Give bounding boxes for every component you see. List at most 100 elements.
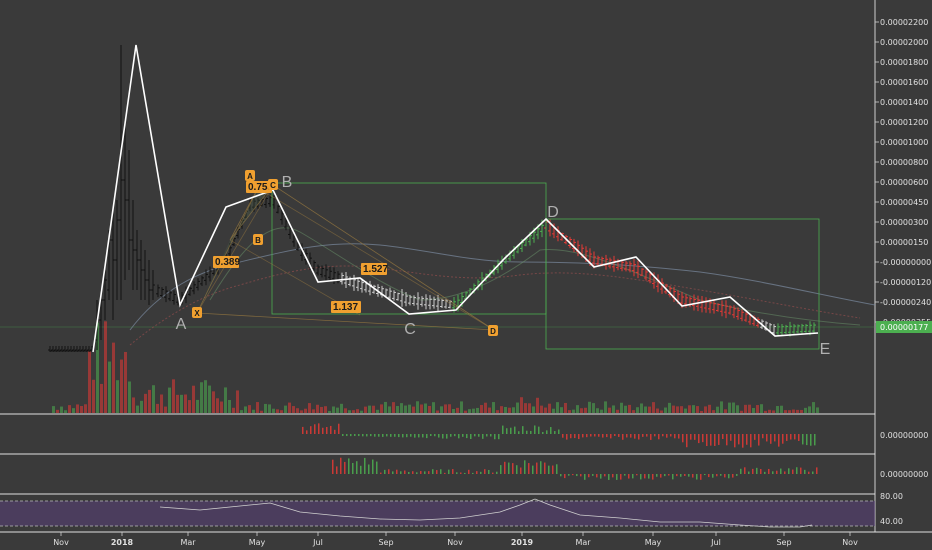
ao-bar [424,471,426,474]
macd-bar [682,434,684,443]
ao-bar [572,474,574,476]
macd-bar [418,434,420,438]
volume-bar [256,402,259,413]
ao-bar [420,471,422,474]
volume-bar [244,406,247,413]
ao-bar [540,461,542,474]
macd-bar [810,434,812,446]
volume-bar [596,408,599,413]
volume-bar [488,407,491,413]
macd-bar [562,434,564,438]
ao-bar [556,464,558,474]
ao-bar [536,462,538,474]
pattern-point-tag-text: D [490,327,496,336]
macd-bar [458,434,460,439]
macd-bar [786,434,788,441]
wave-point-label: C [404,321,416,338]
pattern-point-tag [253,234,263,245]
macd-bar [674,434,676,439]
macd-bar [638,434,640,440]
volume-bar [652,402,655,413]
ao-bar [740,468,742,474]
volume-bar [144,393,147,413]
volume-bar [512,407,515,413]
macd-bar [794,434,796,440]
macd-bar [414,434,416,438]
fib-label-text: 0.389 [215,257,240,268]
ao-bar [724,474,726,478]
volume-bar [800,409,803,413]
ao-bar [684,474,686,476]
volume-bar [796,409,799,413]
macd-bar [798,434,800,441]
volume-bar [368,405,371,413]
ao-bar [504,461,506,474]
volume-bar [116,380,119,413]
ao-bar [360,465,362,474]
macd-bar [802,434,804,445]
ao-bar [716,474,718,477]
macd-bar [514,426,516,434]
ao-bar [640,474,642,480]
volume-bar [288,402,291,413]
macd-bar [722,434,724,439]
macd-bar [354,434,356,437]
ao-bar [528,463,530,474]
ao-bar [468,469,470,474]
volume-bar [200,382,203,413]
volume-bar [516,402,519,413]
ao-bar [656,474,658,477]
macd-bar [306,430,308,434]
volume-bar [136,405,139,413]
volume-bar [240,410,243,413]
volume-bar [180,394,183,413]
volume-bar [508,407,511,413]
volume-bar [504,406,507,413]
ao-bar [444,472,446,474]
volume-bar [96,322,99,413]
volume-bar [672,405,675,413]
volume-bar [708,404,711,413]
ao-pane [332,457,818,480]
volume-bar [520,397,523,413]
time-tick-label: Jul [312,538,323,547]
macd-bar [766,434,768,442]
macd-bar [614,434,616,437]
volume-bar [548,403,551,413]
ao-bar [664,474,666,477]
volume-bar [780,405,783,413]
ao-bar [484,469,486,474]
pattern-point-tag-text: C [270,181,276,190]
macd-bar [518,431,520,434]
volume-bar [188,400,191,413]
macd-bar [730,434,732,441]
ao-bar [796,467,798,474]
volume-bar [716,406,719,413]
macd-bar [782,434,784,444]
volume-bar [620,402,623,413]
pane-axis: 0.00000000 0.00000000 80.00 40.00 [880,431,928,526]
macd-bar [678,434,680,439]
macd-bar [742,434,744,448]
volume-bar [232,407,235,413]
time-tick-label: 2019 [511,538,534,547]
macd-bar [350,434,352,437]
macd-bar [618,434,620,437]
ao-bar [404,470,406,474]
volume-bar [392,402,395,413]
volume-bar [332,406,335,413]
macd-bar [634,434,636,439]
volume-bar [352,410,355,413]
macd-bar [590,434,592,437]
volume-bar [676,406,679,413]
fib-label-box [331,301,361,313]
harmonic-pattern [196,184,495,331]
volume-bar [624,405,627,413]
ao-bar [792,469,794,474]
volume-bar [556,402,559,413]
ao-bar [596,474,598,478]
volume-bar [688,405,691,413]
volume-bar [364,406,367,413]
